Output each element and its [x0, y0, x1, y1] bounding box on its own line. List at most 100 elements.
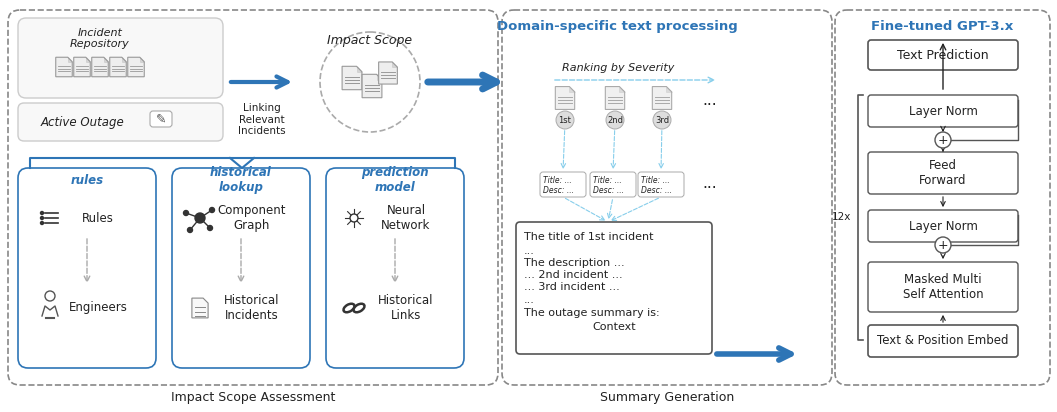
Polygon shape	[356, 66, 361, 72]
Polygon shape	[92, 57, 108, 77]
Text: Historical
Incidents: Historical Incidents	[224, 294, 280, 322]
FancyBboxPatch shape	[590, 172, 636, 197]
Text: Desc: ...: Desc: ...	[543, 185, 574, 194]
Text: The description ...: The description ...	[524, 258, 625, 268]
Text: The title of 1st incident: The title of 1st incident	[524, 232, 653, 242]
Text: +: +	[938, 133, 948, 147]
Text: Incident: Incident	[77, 28, 123, 38]
Circle shape	[194, 213, 205, 223]
FancyBboxPatch shape	[18, 168, 156, 368]
Text: ...: ...	[703, 93, 718, 108]
Polygon shape	[570, 87, 575, 92]
Text: Historical
Links: Historical Links	[378, 294, 433, 322]
Circle shape	[209, 208, 215, 213]
Circle shape	[653, 111, 671, 129]
Text: ✎: ✎	[155, 112, 166, 126]
Text: Summary Generation: Summary Generation	[600, 391, 735, 405]
Polygon shape	[342, 66, 361, 90]
FancyBboxPatch shape	[150, 111, 172, 127]
Text: ...: ...	[703, 176, 718, 190]
Polygon shape	[606, 87, 625, 110]
Circle shape	[350, 214, 358, 222]
Polygon shape	[56, 57, 72, 77]
Text: Text Prediction: Text Prediction	[897, 49, 988, 61]
FancyBboxPatch shape	[18, 103, 223, 141]
FancyBboxPatch shape	[18, 18, 223, 98]
Text: Title: ...: Title: ...	[543, 176, 572, 185]
Text: Impact Scope Assessment: Impact Scope Assessment	[171, 391, 335, 405]
Text: Title: ...: Title: ...	[641, 176, 670, 185]
Polygon shape	[363, 74, 382, 98]
Text: Active Outage: Active Outage	[40, 115, 124, 129]
Text: Masked Multi
Self Attention: Masked Multi Self Attention	[903, 273, 983, 301]
FancyBboxPatch shape	[8, 10, 498, 385]
Text: Engineers: Engineers	[69, 302, 128, 314]
FancyBboxPatch shape	[835, 10, 1050, 385]
Polygon shape	[140, 57, 144, 62]
FancyBboxPatch shape	[868, 262, 1018, 312]
Text: rules: rules	[71, 173, 104, 187]
Circle shape	[40, 211, 43, 215]
Polygon shape	[74, 57, 90, 77]
Text: Linking
Relevant
Incidents: Linking Relevant Incidents	[238, 103, 285, 136]
Text: Domain-specific text processing: Domain-specific text processing	[497, 19, 738, 33]
FancyBboxPatch shape	[868, 325, 1018, 357]
Circle shape	[320, 32, 420, 132]
FancyBboxPatch shape	[638, 172, 684, 197]
FancyBboxPatch shape	[868, 40, 1018, 70]
Text: +: +	[938, 239, 948, 251]
Circle shape	[207, 225, 212, 230]
Text: ...: ...	[524, 246, 535, 256]
FancyBboxPatch shape	[516, 222, 712, 354]
Text: 3rd: 3rd	[655, 115, 669, 124]
Text: Rules: Rules	[82, 211, 114, 225]
Polygon shape	[128, 57, 144, 77]
Text: Context: Context	[592, 322, 636, 332]
Text: ... 2nd incident ...: ... 2nd incident ...	[524, 270, 623, 280]
Polygon shape	[104, 57, 108, 62]
Text: Neural
Network: Neural Network	[382, 204, 430, 232]
Polygon shape	[110, 57, 126, 77]
Text: The outage summary is:: The outage summary is:	[524, 308, 660, 318]
Circle shape	[935, 237, 951, 253]
Polygon shape	[619, 87, 625, 92]
Polygon shape	[86, 57, 90, 62]
Polygon shape	[122, 57, 126, 62]
FancyBboxPatch shape	[868, 95, 1018, 127]
Text: Layer Norm: Layer Norm	[909, 105, 978, 117]
Circle shape	[556, 111, 574, 129]
FancyBboxPatch shape	[868, 210, 1018, 242]
Polygon shape	[192, 298, 208, 318]
Polygon shape	[378, 62, 397, 84]
FancyBboxPatch shape	[502, 10, 832, 385]
Polygon shape	[68, 57, 72, 62]
Text: Desc: ...: Desc: ...	[593, 185, 624, 194]
Circle shape	[45, 291, 55, 301]
Polygon shape	[392, 62, 397, 67]
Text: Desc: ...: Desc: ...	[641, 185, 672, 194]
Text: ... 3rd incident ...: ... 3rd incident ...	[524, 282, 619, 292]
Polygon shape	[376, 74, 382, 80]
Text: Repository: Repository	[70, 39, 130, 49]
Text: Component
Graph: Component Graph	[218, 204, 286, 232]
Circle shape	[606, 111, 624, 129]
Text: prediction
model: prediction model	[361, 166, 429, 194]
Polygon shape	[652, 87, 671, 110]
Text: 1st: 1st	[558, 115, 572, 124]
Text: Ranking by Severity: Ranking by Severity	[562, 63, 674, 73]
FancyBboxPatch shape	[540, 172, 586, 197]
FancyBboxPatch shape	[172, 168, 310, 368]
Circle shape	[40, 222, 43, 225]
Text: Feed
Forward: Feed Forward	[920, 159, 967, 187]
FancyBboxPatch shape	[326, 168, 464, 368]
Polygon shape	[555, 87, 575, 110]
Text: Text & Position Embed: Text & Position Embed	[877, 335, 1008, 347]
Text: Fine-tuned GPT-3.x: Fine-tuned GPT-3.x	[871, 19, 1013, 33]
Text: Layer Norm: Layer Norm	[909, 220, 978, 232]
Circle shape	[40, 216, 43, 220]
FancyBboxPatch shape	[868, 152, 1018, 194]
Polygon shape	[666, 87, 671, 92]
Text: 2nd: 2nd	[607, 115, 623, 124]
Circle shape	[187, 227, 192, 232]
Text: ...: ...	[524, 295, 535, 305]
